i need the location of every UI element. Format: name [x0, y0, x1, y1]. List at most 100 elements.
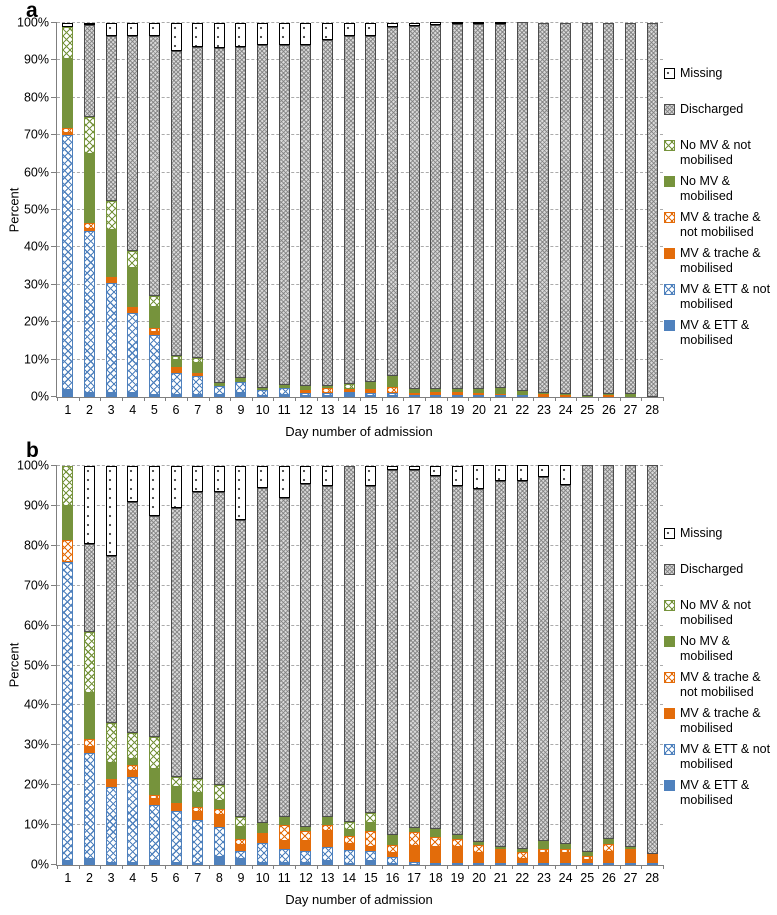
- legend-item: Missing: [664, 66, 776, 102]
- bar-segment: [322, 23, 333, 40]
- bar-segment: [105, 723, 117, 764]
- bar-segment: [83, 223, 95, 229]
- bar-segment: [192, 811, 204, 820]
- y-tick-mark: [51, 22, 57, 23]
- bar-segment: [516, 859, 528, 863]
- bar-segment: [192, 466, 204, 493]
- legend-label: No MV & mobilised: [680, 174, 733, 203]
- bar-segment: [235, 47, 247, 379]
- bar-segment: [624, 863, 636, 865]
- bar-slot-day-9: [230, 23, 252, 397]
- bar-segment: [105, 763, 117, 780]
- stacked-bar-day-10: [257, 466, 269, 865]
- stacked-bar-day-19: [451, 466, 463, 865]
- bar-slot-day-6: [165, 22, 187, 397]
- bar-segment: [235, 827, 247, 840]
- bar-segment: [127, 267, 139, 308]
- bar-segment: [62, 58, 74, 128]
- y-tick-label: 20%: [23, 314, 49, 329]
- y-tick-mark: [51, 824, 57, 826]
- x-tick-mark: [295, 397, 297, 401]
- y-tick-label: 90%: [23, 52, 49, 67]
- bar-slot-day-8: [208, 466, 230, 865]
- bar-segment: [365, 389, 377, 393]
- bar-slot-day-13: [317, 23, 339, 397]
- x-tick-label-day-17: 17: [407, 403, 422, 417]
- x-tick-label-day-11: 11: [277, 403, 291, 417]
- bar-segment: [278, 497, 290, 818]
- bar-slot-day-4: [122, 466, 144, 865]
- bar-segment: [127, 251, 139, 268]
- stacked-bar-day-17: [408, 22, 420, 397]
- x-tick-mark: [446, 397, 448, 401]
- x-tick-label-day-27: 27: [623, 871, 638, 885]
- bar-segment: [148, 331, 160, 336]
- x-tick-mark: [619, 397, 621, 401]
- x-tick-mark: [403, 397, 405, 401]
- stacked-bar-day-11: [278, 23, 290, 397]
- legend-item: Missing: [664, 526, 776, 562]
- x-tick-mark: [381, 865, 383, 869]
- bar-segment: [83, 228, 95, 231]
- x-tick-mark: [251, 865, 253, 869]
- bar-segment: [343, 466, 355, 822]
- bar-segment: [365, 36, 377, 383]
- x-tick-mark: [186, 397, 188, 401]
- y-tick-label: 30%: [23, 277, 49, 292]
- bar-segment: [322, 831, 333, 848]
- bar-segment: [560, 853, 572, 863]
- x-tick-label-day-26: 26: [601, 403, 616, 417]
- x-tick-label-day-8: 8: [215, 403, 223, 417]
- bar-segment: [170, 805, 182, 812]
- bar-segment: [278, 23, 290, 46]
- bar-slot-day-21: [490, 465, 512, 865]
- bar-slot-day-14: [338, 466, 360, 865]
- y-tick-mark: [51, 209, 57, 210]
- bar-segment: [365, 847, 377, 852]
- x-tick-label-day-16: 16: [385, 871, 400, 885]
- panel-a-x-axis-title: Day number of admission: [285, 424, 433, 439]
- bar-segment: [235, 839, 247, 846]
- x-tick-label-day-13: 13: [320, 403, 335, 417]
- legend-label: MV & trache & not mobilised: [680, 210, 761, 239]
- bar-segment: [386, 387, 398, 393]
- bar-segment: [495, 847, 507, 850]
- bar-segment: [235, 382, 247, 394]
- bar-slot-day-21: [490, 22, 512, 397]
- bar-segment: [538, 465, 550, 478]
- legend-swatch-icon: [664, 284, 675, 295]
- y-tick-mark: [51, 59, 57, 61]
- bar-segment: [624, 465, 636, 848]
- stacked-bar-day-11: [278, 466, 290, 865]
- bar-segment: [603, 852, 615, 863]
- bar-segment: [365, 813, 377, 824]
- stacked-bar-day-14: [343, 466, 355, 865]
- stacked-bar-day-21: [495, 22, 507, 397]
- legend-label: MV & ETT & not mobilised: [680, 282, 771, 311]
- panel-a: a Percent 0% 10% 20% 30% 40% 50% 60% 70% 80% 90% 1…: [0, 0, 777, 440]
- bar-segment: [170, 466, 182, 508]
- bar-segment: [408, 845, 420, 862]
- bar-segment: [300, 841, 312, 852]
- bar-segment: [603, 394, 615, 396]
- bar-segment: [646, 465, 658, 855]
- stacked-bar-day-20: [473, 22, 485, 397]
- y-tick-label: 80%: [23, 90, 49, 105]
- gridline-80: [57, 544, 663, 546]
- bar-segment: [83, 116, 95, 154]
- legend-label: No MV & not mobilised: [680, 598, 751, 627]
- legend-label: Missing: [680, 66, 723, 80]
- bar-segment: [386, 835, 398, 846]
- bar-slot-day-8: [208, 23, 230, 397]
- bar-segment: [300, 831, 312, 842]
- bar-segment: [386, 857, 398, 864]
- y-tick-mark: [51, 396, 57, 397]
- bar-segment: [257, 487, 269, 824]
- stacked-bar-day-27: [624, 465, 636, 865]
- x-tick-label-day-7: 7: [194, 403, 202, 417]
- bar-segment: [560, 844, 572, 850]
- x-tick-mark: [641, 397, 643, 401]
- x-tick-label-day-7: 7: [194, 871, 202, 885]
- bar-segment: [170, 355, 182, 360]
